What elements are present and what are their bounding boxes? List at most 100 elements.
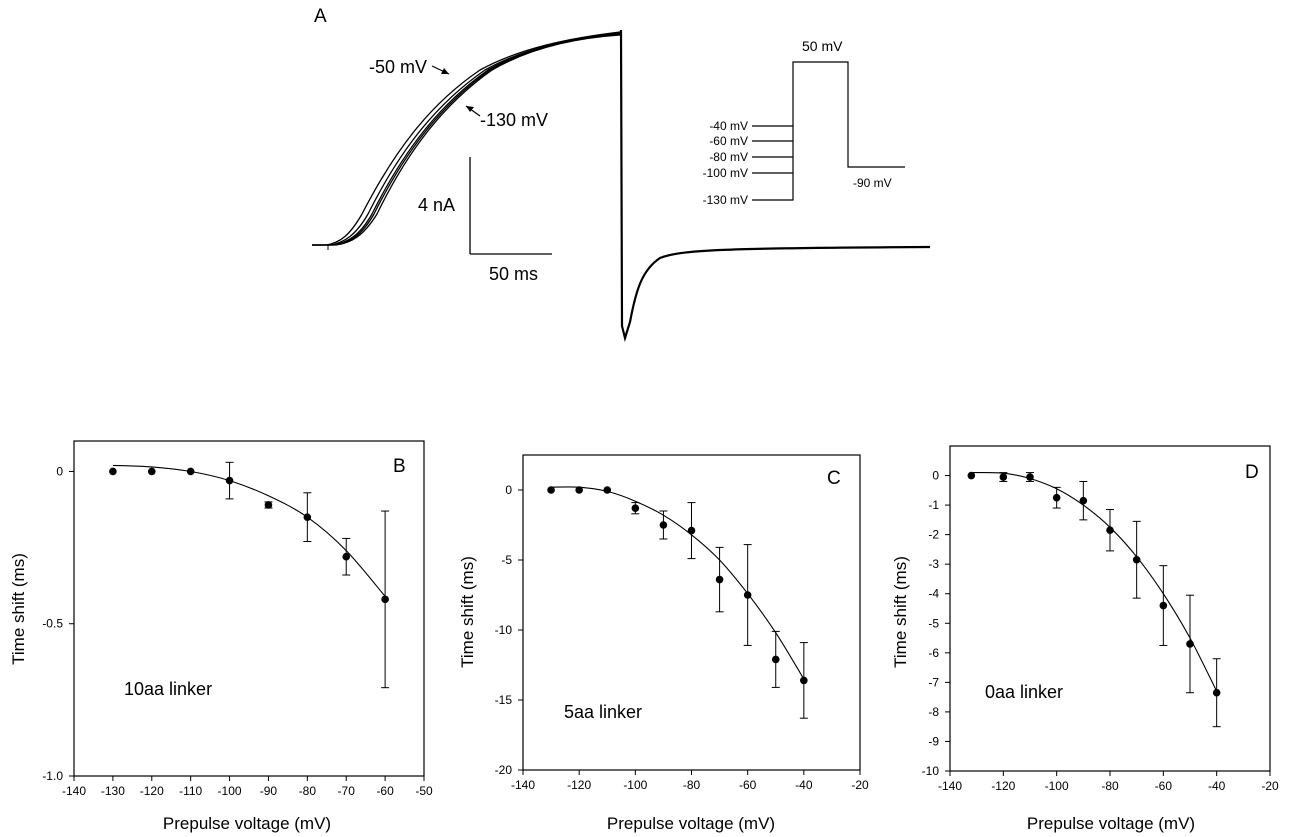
panel-d-data-point (1132, 555, 1141, 564)
panel-d-ytick-label: -3 (928, 557, 939, 571)
panel-d-data-point (1212, 688, 1221, 697)
panel-b-annotation: 10aa linker (124, 679, 212, 699)
panel-d-xtick-label: -120 (991, 779, 1015, 793)
panel-c-xtick-label: -100 (623, 778, 647, 792)
panel-d-ytick-label: -1 (928, 498, 939, 512)
panel-d-data-point (1186, 640, 1194, 648)
panel-c-annotation: 5aa linker (564, 702, 642, 722)
panel-d-frame (949, 445, 1271, 772)
panel-d-fit-curve (971, 472, 1218, 692)
panel-d-ytick-label: -10 (922, 764, 940, 778)
panel-b-data-point (303, 513, 312, 521)
panel-b-xtick-label: -130 (101, 784, 125, 798)
panel-d-data-point (1079, 496, 1088, 505)
panel-d-ylabel: Time shift (ms) (891, 556, 910, 668)
voltage-protocol: 50 mV -90 mV -40 mV -60 mV -80 mV -100 m… (703, 38, 905, 207)
trace-tail (619, 29, 931, 343)
panel-c-xlabel: Prepulse voltage (mV) (607, 814, 775, 833)
panel-b-data-point (147, 467, 156, 476)
panel-c-xtick-label: -80 (683, 778, 701, 792)
panel-c-ytick-label: 0 (505, 483, 512, 497)
panel-b-xtick-label: -80 (299, 784, 317, 798)
prepulse-label-minus60: -60 mV (709, 134, 748, 148)
panel-d-xtick-label: -140 (938, 779, 962, 793)
protocol-step-label: 50 mV (802, 38, 843, 54)
panel-d-xlabel: Prepulse voltage (mV) (1027, 814, 1195, 833)
panel-d-ytick-label: -5 (928, 616, 939, 630)
panel-b-frame (73, 440, 425, 777)
panel-d-data-point (1106, 526, 1114, 535)
panel-c-data-point (715, 575, 724, 584)
panel-c-data-point (771, 655, 780, 664)
panel-b-data-point (225, 476, 234, 485)
panel-d-ytick-label: -4 (928, 587, 939, 601)
panel-b-data-point (109, 467, 117, 476)
panel-d-ytick-label: -7 (928, 675, 939, 689)
panel-b-xtick-label: -70 (338, 784, 356, 798)
prepulse-label-minus40: -40 mV (709, 119, 748, 133)
panel-c-ytick-label: -5 (501, 553, 512, 567)
panel-d-ytick-label: -6 (928, 646, 939, 660)
panel-b-chart: B 10aa linker Prepulse voltage (mV) Time… (9, 440, 433, 833)
panel-b-data-point (186, 467, 195, 476)
prepulse-label-minus130: -130 mV (703, 193, 748, 207)
panel-c-data-point (575, 486, 583, 494)
panel-d-ytick-label: -8 (928, 705, 939, 719)
protocol-tail-label: -90 mV (853, 176, 892, 190)
trace-prepulse-minus130 (312, 34, 621, 246)
panel-c-ytick-label: -15 (495, 693, 513, 707)
panel-c-xtick-label: -40 (795, 778, 813, 792)
panel-d-ytick-label: 0 (932, 469, 939, 483)
panel-c-xtick-label: -120 (567, 778, 591, 792)
panel-b-ytick-label: -1.0 (42, 769, 63, 783)
panel-b-xtick-label: -110 (179, 784, 202, 798)
label-minus130: -130 mV (480, 110, 548, 130)
panel-d-chart: D 0aa linker Prepulse voltage (mV) Time … (891, 445, 1279, 833)
panel-c-ytick-label: -20 (495, 763, 513, 777)
panel-c-xtick-label: -20 (851, 778, 869, 792)
panel-d-xtick-label: -60 (1155, 779, 1173, 793)
panel-b-xtick-label: -50 (415, 784, 433, 798)
prepulse-label-minus100: -100 mV (703, 166, 748, 180)
panel-c-data-point (631, 504, 640, 512)
scale-bar-current-label: 4 nA (418, 195, 455, 215)
panel-d-label: D (1245, 462, 1259, 483)
panel-a-label: A (314, 6, 327, 27)
panel-c-data-point (659, 521, 668, 529)
panel-b-data-point (381, 595, 389, 604)
prepulse-label-minus80: -80 mV (709, 150, 748, 164)
panel-c-data-point (800, 676, 808, 685)
panel-d-annotation: 0aa linker (985, 682, 1063, 702)
label-minus50: -50 mV (369, 57, 427, 77)
panel-d-data-point (1026, 473, 1034, 481)
protocol-waveform (752, 61, 905, 201)
panel-d-xtick-label: -80 (1101, 779, 1119, 793)
panel-c-ytick-label: -10 (495, 623, 513, 637)
trace-prepulse-minus50 (312, 31, 621, 246)
panel-b-data-point (264, 501, 273, 509)
panel-c-xtick-label: -60 (739, 778, 757, 792)
trace-prepulse-minus80 (312, 33, 621, 246)
panel-a: A -50 mV -130 mV 4 nA 50 ms (312, 6, 931, 343)
panel-d-data-point (1159, 601, 1168, 610)
panel-c-data-point (687, 526, 696, 535)
panel-c-xtick-label: -140 (511, 778, 535, 792)
panel-b-xtick-label: -140 (62, 784, 86, 798)
trace-prepulse-minus60 (312, 32, 621, 246)
trace-prepulse-minus100 (312, 33, 621, 246)
panel-b-xtick-label: -90 (260, 784, 278, 798)
arrow-minus50-head (441, 68, 449, 74)
panel-d-xtick-label: -20 (1261, 779, 1279, 793)
panel-d-xtick-label: -40 (1208, 779, 1226, 793)
panel-b-xtick-label: -100 (218, 784, 242, 798)
panel-d-ytick-label: -2 (928, 528, 939, 542)
panel-b-ytick-label: 0 (56, 464, 63, 478)
panel-d-data-point (1052, 493, 1061, 502)
arrow-minus130-head (466, 106, 474, 112)
current-traces (312, 29, 931, 343)
panel-b-xtick-label: -120 (140, 784, 164, 798)
panel-b-label: B (393, 456, 406, 477)
panel-c-chart: C 5aa linker Prepulse voltage (mV) Time … (458, 454, 869, 833)
panel-d-data-point (967, 471, 976, 480)
